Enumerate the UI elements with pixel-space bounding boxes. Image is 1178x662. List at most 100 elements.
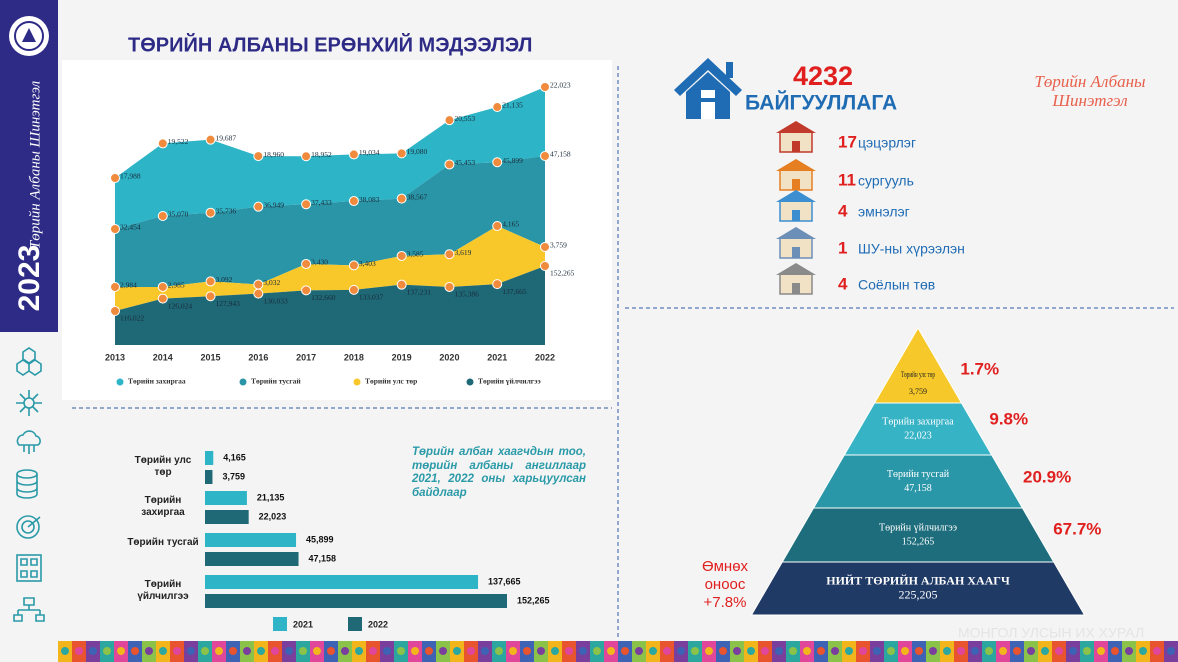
value-label: 21,135 [257,492,285,502]
point [301,285,312,296]
icon-qr-cells [20,558,38,578]
value-label: 22,023 [550,81,571,90]
bar [205,552,299,566]
point [444,115,455,126]
footer-text: МОНГОЛ УЛСЫН ИХ ХУРАЛ [958,625,1144,641]
strip-dot [551,647,559,655]
pyramid-count: 225,205 [899,587,938,601]
pyramid-count: 22,023 [904,430,932,441]
strip-dot [635,647,643,655]
org-count: 1 [838,238,847,257]
org-total: 4232 [793,61,853,91]
org-icon-door [792,210,800,221]
value-label: 2,985 [168,281,185,290]
org-icon-door [792,141,800,152]
strip-dot [1125,647,1133,655]
strip-dot [999,647,1007,655]
strip-dot [859,647,867,655]
point [157,281,168,292]
pyramid-level [812,454,1024,509]
value-label: 3,430 [311,258,328,267]
legend-marker [239,378,247,386]
strip-dot [383,647,391,655]
strip-dot [397,647,405,655]
point [110,173,120,183]
legend-label: Төрийн захиргаа [128,377,186,386]
strip-dot [285,647,293,655]
value-label: 36,949 [263,200,284,209]
point [205,207,216,218]
point [540,151,550,161]
point [396,193,407,204]
org-icon-roof [776,121,816,133]
point [253,288,264,299]
strip-dot [243,647,251,655]
strip-dot [523,647,531,655]
point [157,293,168,304]
point [348,284,359,295]
org-count: 17 [838,132,857,151]
value-label: 35,736 [216,206,237,215]
legend-label: 2021 [293,619,313,629]
pyramid-level [750,561,1086,616]
logo-ring [14,21,44,51]
pyramid-percent: 1.7% [960,359,999,378]
point [205,134,216,145]
point [348,149,359,160]
value-label: 20,553 [454,114,475,123]
area [115,266,545,345]
pyramid-name: Төрийн үйлчилгээ [879,522,957,533]
strip-dot [411,647,419,655]
pyramid-level [781,507,1055,563]
point [492,157,503,168]
value-label: 37,433 [311,198,332,207]
strip-dot [593,647,601,655]
legend-label: Төрийн тусгай [251,377,301,386]
house-door [701,102,715,119]
legend-label: 2022 [368,619,388,629]
strip-dot [1153,647,1161,655]
strip-dot [803,647,811,655]
value-label: 126,024 [168,301,193,310]
strip-dot [761,647,769,655]
strip-dot [1055,647,1063,655]
pyramid-name: Төрийн захиргаа [882,416,954,427]
value-label: 18,952 [311,150,332,159]
value-label: 132,660 [311,293,336,302]
strip-dot [1167,647,1175,655]
strip-dot [691,647,699,655]
strip-dot [607,647,615,655]
point [348,260,359,271]
area [115,156,545,287]
category-label: Төрийн улс төр [134,455,192,478]
point [110,282,120,292]
strip-dot [453,647,461,655]
strip-dot [103,647,111,655]
legend-marker [348,617,362,631]
strip-dot [887,647,895,655]
value-label: 2,984 [120,281,137,290]
x-tick-label: 2018 [344,352,364,362]
icon-qr [16,554,42,582]
legend-marker [273,617,287,631]
footer-strip [58,641,1178,662]
value-label: 152,265 [550,269,575,278]
strip-dot [481,647,489,655]
house-roof [674,58,742,96]
value-label: 3,032 [263,278,280,287]
bar-annotation: Төрийн албан хаагчдын тоо, төрийн албаны… [412,446,586,499]
area [115,87,545,229]
x-tick-label: 2014 [153,352,173,362]
org-icon-roof [776,263,816,275]
logo-mark [22,28,36,42]
value-label: 3,092 [216,275,233,284]
bar [205,533,297,547]
org-count: 4 [838,274,848,293]
strip-dot [117,647,125,655]
pyramid-percent: 67.7% [1053,519,1101,538]
point [205,291,216,302]
legend-marker [116,378,124,386]
x-tick-label: 2019 [392,352,412,362]
value-label: 19,080 [407,147,428,156]
